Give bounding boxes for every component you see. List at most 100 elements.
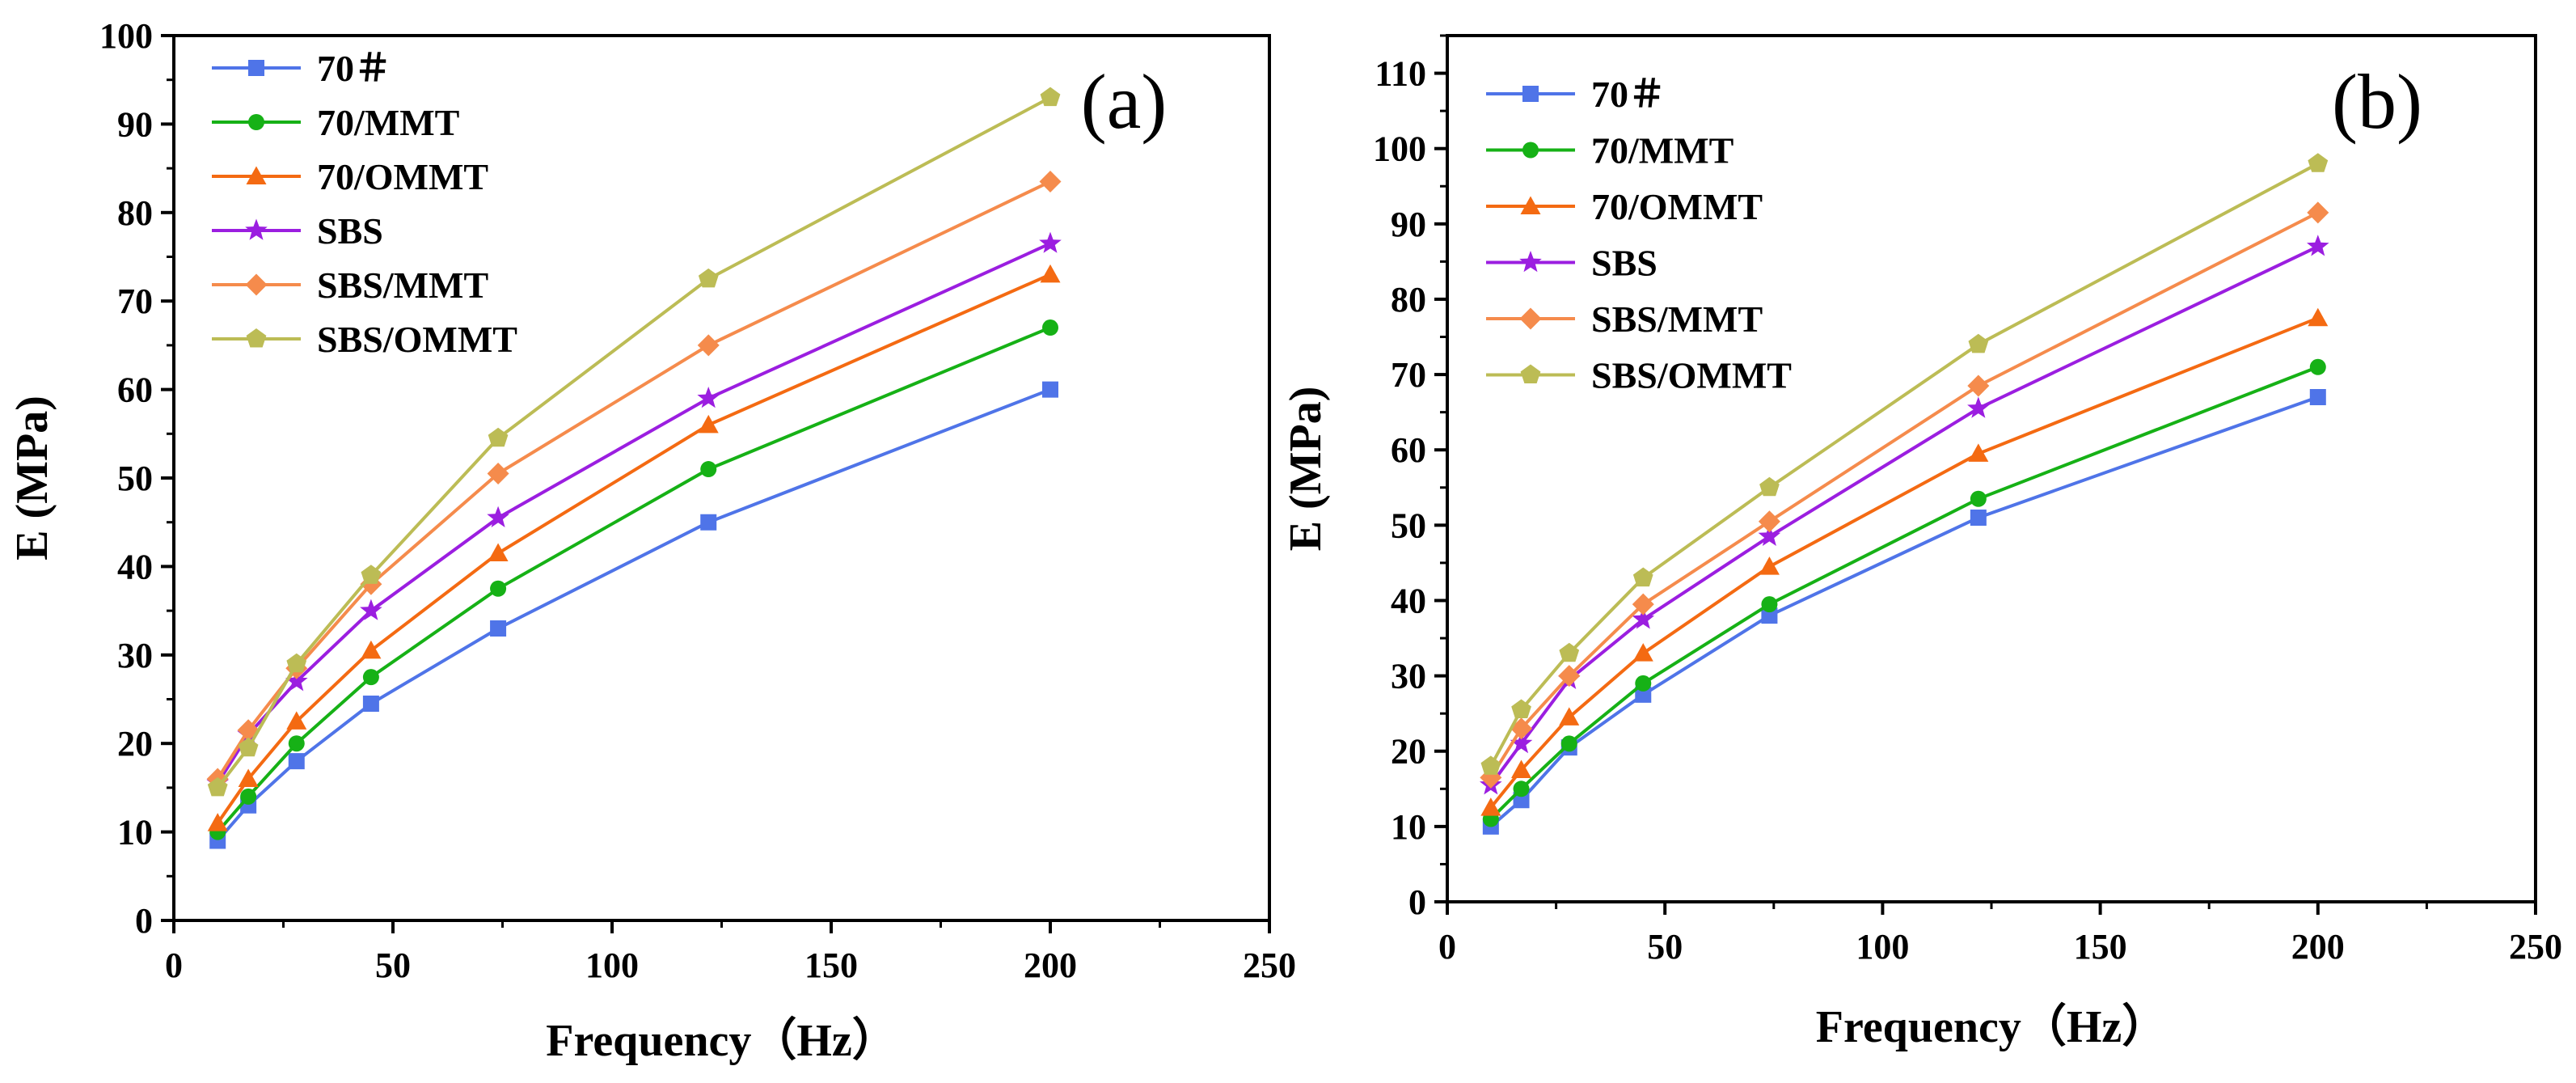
x-tick-label: 0 [165,946,183,985]
data-point [1040,264,1061,283]
data-point [1632,643,1653,662]
data-point [362,669,379,686]
y-tick-label: 10 [1391,807,1426,847]
data-point [697,387,720,408]
y-tick-label: 90 [1391,205,1426,244]
data-point [488,543,509,561]
y-tick-label: 20 [1391,732,1426,772]
data-point [700,461,717,478]
data-point [288,753,305,770]
legend-item: SBS/OMMT [212,319,517,360]
y-tick-label: 10 [117,813,153,852]
data-point [2307,235,2329,256]
y-tick-label: 40 [1391,581,1426,620]
data-point [490,620,507,637]
data-point [288,735,305,752]
data-point [1967,374,1990,397]
data-point [1967,396,1990,418]
x-tick-label: 100 [585,946,639,985]
x-axis-title: Frequency（Hz） [546,1015,897,1066]
data-point [700,514,717,531]
series-70-ommt [1480,307,2329,816]
data-point [1758,510,1780,533]
y-tick-label: 70 [1391,355,1426,395]
data-point [490,580,507,597]
series-70-mmt [1482,358,2326,827]
legend-label: 70/MMT [1591,130,1734,171]
data-point [1635,675,1652,692]
legend-label: SBS [317,210,383,252]
data-point [238,737,259,757]
legend-label: SBS/OMMT [1591,355,1792,396]
y-tick-label: 30 [117,636,153,675]
x-tick-label: 0 [1438,927,1456,967]
series-70- [209,381,1058,849]
legend-item: 70＃ [212,48,391,89]
data-point [2309,358,2326,375]
data-point [1511,699,1531,718]
panel-label: (a) [1081,58,1168,145]
x-tick-label: 250 [1243,946,1296,985]
y-tick-label: 80 [1391,280,1426,319]
data-point [1632,593,1654,616]
x-axis-title: Frequency（Hz） [1816,1001,2167,1052]
legend-marker [245,273,268,296]
series-line [216,326,1051,833]
panel-label: (b) [2332,58,2422,145]
data-point [698,268,719,288]
legend-marker [1519,251,1542,273]
y-tick-label: 50 [1391,506,1426,545]
data-point [207,776,228,797]
legend-label: 70/MMT [317,102,459,143]
series-sbs-ommt [207,87,1061,797]
data-point [1560,735,1577,752]
data-point [698,414,719,434]
legend-item: 70/MMT [1486,130,1734,171]
legend-item: 70＃ [1486,74,1666,115]
y-tick-label: 20 [117,724,153,764]
data-point [1511,759,1532,779]
data-point [1480,755,1501,775]
data-point [2309,389,2326,406]
data-point [1632,607,1655,629]
legend-item: 70/OMMT [212,156,488,197]
legend-marker [245,218,268,240]
data-point [1635,686,1652,703]
series-70-ommt [207,264,1061,831]
x-tick-label: 150 [804,946,858,985]
data-point [1759,476,1780,497]
data-point [238,768,259,787]
legend-item: SBS/OMMT [1486,355,1792,396]
y-tick-label: 0 [1408,882,1426,922]
series-70-mmt [209,319,1058,840]
legend-marker [246,328,267,348]
x-tick-label: 200 [1024,946,1077,985]
y-tick-label: 50 [117,459,153,498]
legend-marker [248,114,264,130]
y-tick-label: 30 [1391,657,1426,696]
legend-item: SBS/MMT [1486,298,1763,340]
legend-marker [1522,142,1539,159]
data-point [1761,607,1778,624]
legend-label: SBS/OMMT [317,319,517,360]
legend-label: SBS/MMT [1591,298,1763,340]
legend-item: SBS/MMT [212,264,488,306]
data-point [488,427,509,447]
legend-marker [246,166,267,184]
data-point [2307,201,2329,224]
data-point [1759,556,1780,575]
series-sbs-mmt [1480,201,2329,789]
series-sbs-ommt [1480,153,2329,775]
data-point [361,565,382,584]
legend-label: SBS/MMT [317,264,488,306]
data-point [1513,781,1530,797]
legend-marker [1522,86,1539,102]
y-tick-label: 40 [117,547,153,586]
legend-label: 70＃ [317,48,391,89]
data-point [2308,153,2329,172]
series-line [216,95,1051,789]
y-tick-label: 0 [135,901,153,941]
legend-item: 70/OMMT [1486,186,1763,227]
data-point [1040,87,1061,107]
data-point [1042,381,1058,398]
